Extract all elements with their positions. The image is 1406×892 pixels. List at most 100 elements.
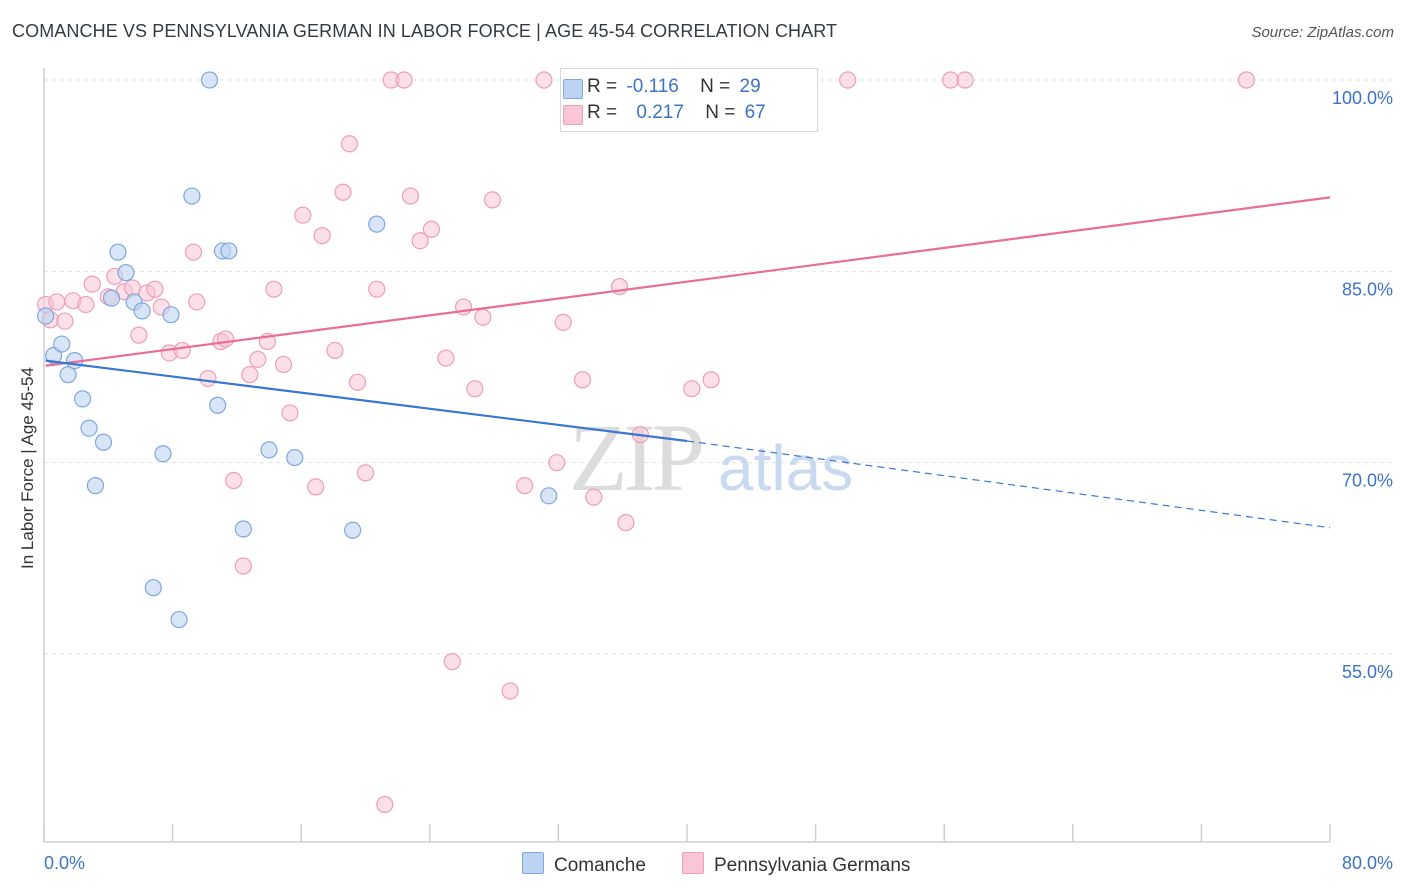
pennsylvania-german-point	[411, 232, 429, 250]
legend-swatch-comanche	[522, 852, 544, 874]
y-tick-label: 55.0%	[1342, 662, 1393, 682]
legend-label-comanche: Comanche	[554, 855, 646, 876]
pennsylvania-german-point	[265, 280, 283, 298]
pennsylvania-german-point	[516, 477, 534, 495]
pennsylvania-german-point	[942, 71, 960, 89]
pennsylvania-german-point	[395, 71, 413, 89]
comanche-point	[73, 390, 92, 408]
x-tick-label-min: 0.0%	[44, 853, 85, 873]
comanche-point	[109, 243, 127, 261]
comanche-point	[286, 448, 304, 467]
pennsylvania-german-point	[443, 653, 461, 671]
pennsylvania-german-point	[1237, 71, 1256, 89]
legend-r-label: R =	[587, 102, 618, 123]
comanche-trend-line	[45, 359, 688, 443]
pennsylvania-german-point	[348, 373, 367, 391]
comanche-point	[260, 441, 278, 459]
pennsylvania-german-point	[184, 243, 203, 261]
pennsylvania-german-trend-line	[45, 196, 1331, 367]
comanche-point	[200, 71, 219, 89]
pennsylvania-german-point	[48, 293, 66, 311]
x-tick-labels: 0.0% 80.0%	[44, 853, 1393, 873]
pennsylvania-german-point	[173, 341, 191, 360]
y-tick-label: 100.0%	[1332, 88, 1393, 108]
pennsylvania-german-point	[422, 220, 441, 238]
legend-n-value: 29	[739, 76, 761, 97]
chart-source: Source: ZipAtlas.com	[1251, 24, 1394, 41]
y-tick-label: 70.0%	[1342, 471, 1393, 491]
comanche-point	[220, 242, 238, 260]
pennsylvania-german-point	[307, 478, 325, 496]
pennsylvania-german-point	[340, 135, 359, 153]
y-axis-label: In Labor Force | Age 45-54	[18, 367, 37, 569]
pennsylvania-german-point	[83, 275, 101, 293]
legend-row-comanche: R = -0.116 N = 29	[563, 76, 761, 102]
comanche-point	[53, 335, 71, 353]
legend-item-comanche: Comanche	[522, 852, 646, 877]
pennsylvania-german-point	[368, 280, 386, 298]
comanche-point	[133, 302, 151, 320]
comanche-point	[162, 306, 180, 324]
comanche-point	[37, 307, 55, 325]
comanche-trend-extension	[686, 440, 1331, 529]
legend-item-pennsylvania-germans: Pennsylvania Germans	[682, 852, 910, 877]
comanche-points	[37, 71, 558, 629]
pennsylvania-german-point	[483, 191, 502, 209]
comanche-point	[117, 264, 135, 282]
legend-swatch-comanche	[563, 79, 583, 99]
legend-r-value: 0.217	[636, 102, 684, 123]
comanche-point	[540, 487, 558, 505]
comanche-point	[59, 366, 77, 384]
pennsylvania-german-point	[437, 349, 455, 367]
pennsylvania-german-point	[356, 464, 375, 482]
comanche-point	[209, 396, 227, 414]
pennsylvania-german-point	[217, 330, 235, 348]
comanche-point	[368, 215, 386, 233]
pennsylvania-german-point	[56, 312, 74, 330]
legend-r-label: R =	[587, 76, 618, 97]
legend-n-value: 67	[744, 102, 766, 123]
watermark: ZIP atlas	[569, 404, 853, 511]
comanche-point	[94, 433, 113, 451]
comanche-point	[154, 445, 172, 463]
pennsylvania-german-point	[241, 366, 259, 384]
comanche-point	[102, 289, 121, 307]
pennsylvania-german-point	[548, 454, 566, 472]
pennsylvania-german-point	[702, 371, 720, 389]
pennsylvania-german-point	[294, 206, 312, 224]
legend-swatch-pennsylvania-germans	[682, 852, 704, 874]
pennsylvania-german-point	[274, 355, 293, 374]
y-tick-labels: 55.0% 70.0% 85.0% 100.0%	[1332, 88, 1393, 682]
pennsylvania-german-point	[617, 514, 635, 532]
pennsylvania-german-point	[281, 404, 299, 422]
pennsylvania-german-point	[474, 308, 492, 326]
y-tick-label: 85.0%	[1342, 279, 1393, 299]
pennsylvania-german-point	[401, 187, 420, 205]
pennsylvania-german-point	[77, 295, 95, 314]
pennsylvania-german-point	[313, 227, 331, 245]
pennsylvania-german-point	[554, 313, 572, 331]
correlation-legend: R = -0.116 N = 29 R = 0.217 N = 67	[560, 68, 818, 132]
pennsylvania-german-point	[535, 71, 553, 89]
pennsylvania-german-point	[130, 326, 148, 344]
pennsylvania-german-point	[249, 350, 267, 368]
pennsylvania-german-point	[839, 71, 857, 89]
pennsylvania-german-point	[683, 380, 701, 398]
trend-lines	[45, 196, 1331, 529]
comanche-point	[144, 579, 162, 597]
watermark-atlas: atlas	[718, 432, 853, 504]
pennsylvania-german-point	[225, 471, 243, 490]
comanche-point	[80, 419, 98, 437]
legend-row-pennsylvania-germans: R = 0.217 N = 67	[563, 102, 766, 128]
pennsylvania-german-point	[188, 293, 206, 311]
chart-title: COMANCHE VS PENNSYLVANIA GERMAN IN LABOR…	[12, 21, 838, 41]
legend-label-pennsylvania-germans: Pennsylvania Germans	[714, 855, 911, 876]
series-legend: Comanche Pennsylvania Germans	[0, 852, 1406, 878]
pennsylvania-german-point	[956, 71, 974, 89]
pennsylvania-german-point	[501, 682, 519, 700]
pennsylvania-german-point	[376, 795, 394, 814]
comanche-point	[344, 521, 362, 539]
pennsylvania-german-point	[234, 557, 252, 575]
pennsylvania-german-point	[199, 369, 217, 388]
